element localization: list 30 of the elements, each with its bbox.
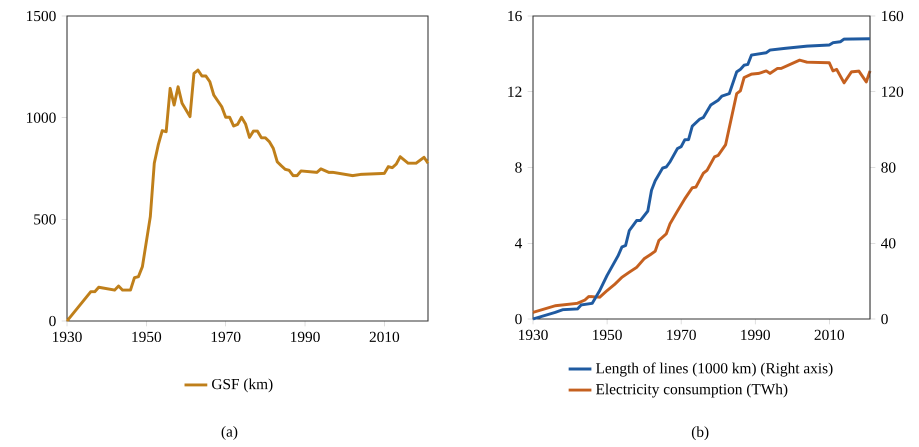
legend-label: Electricity consumption (TWh) [596, 384, 788, 398]
y-tick-label: 1000 [26, 112, 56, 123]
y-tick-label: 4 [514, 238, 522, 248]
x-tick-label: 2010 [814, 330, 844, 340]
text: (b) [692, 426, 708, 440]
y-tick-label: 1500 [26, 10, 56, 22]
x-tick-label: 1990 [291, 332, 320, 342]
legend-label: Length of lines (1000 km) (Right axis) [596, 362, 833, 377]
x-tick-label: 1990 [741, 330, 770, 340]
line-series [66, 68, 430, 322]
y2-tick-label: 0 [881, 314, 888, 324]
x-tick-label: 2010 [370, 332, 400, 342]
y-tick-label: 0 [515, 314, 522, 324]
y-tick-label: 0 [49, 316, 56, 326]
legend-label: GSF (km) [212, 378, 272, 392]
y-tick-label: 12 [508, 86, 522, 97]
y2-tick-label: 80 [881, 162, 896, 173]
text: (a) [222, 426, 238, 440]
y-tick-label: 16 [508, 10, 522, 22]
y-tick-label: 8 [515, 162, 522, 173]
x-tick-label: 1970 [667, 330, 696, 340]
y2-tick-label: 40 [881, 238, 896, 248]
x-tick-label: 1950 [132, 332, 162, 342]
y2-tick-label: 120 [882, 86, 904, 97]
y2-tick-label: 160 [882, 10, 904, 22]
x-tick-label: 1930 [53, 332, 82, 342]
x-tick-label: 1930 [519, 330, 548, 340]
y-tick-label: 500 [34, 214, 56, 225]
x-tick-label: 1950 [593, 330, 622, 340]
x-tick-label: 1970 [212, 332, 240, 342]
